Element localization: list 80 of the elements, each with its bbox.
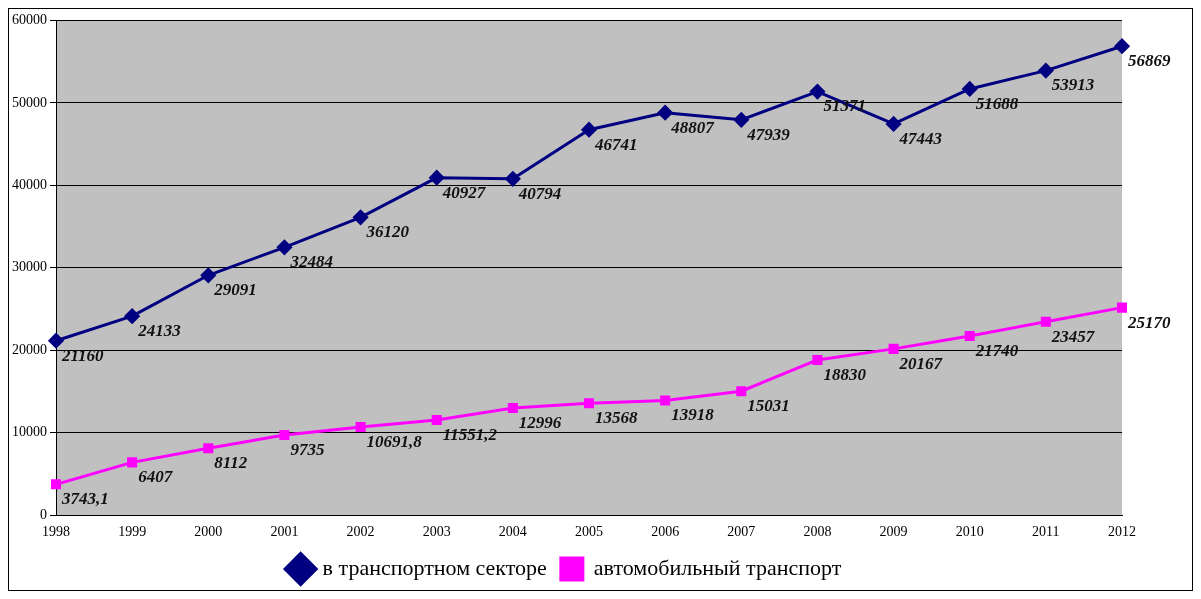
data-label: 8112 xyxy=(214,453,248,473)
data-label: 21160 xyxy=(61,345,105,365)
point xyxy=(276,239,292,255)
data-label: 9735 xyxy=(290,439,325,459)
point xyxy=(1114,38,1130,54)
point xyxy=(355,421,366,433)
point xyxy=(581,122,597,138)
point xyxy=(124,308,140,324)
point xyxy=(812,354,823,365)
data-label: 53913 xyxy=(1051,75,1095,95)
point xyxy=(353,209,369,225)
y-tick-label: 50000 xyxy=(12,94,47,110)
x-tick-label: 2001 xyxy=(270,524,299,540)
point xyxy=(429,170,445,186)
data-label: 40927 xyxy=(441,182,487,202)
point xyxy=(505,171,521,187)
data-label: 29091 xyxy=(213,280,257,300)
point xyxy=(127,457,138,468)
x-tick-label: 2002 xyxy=(346,524,375,540)
point xyxy=(657,105,673,121)
y-tick-label: 10000 xyxy=(12,424,47,440)
x-tick-label: 2008 xyxy=(803,524,832,540)
data-label: 10691,8 xyxy=(366,431,423,451)
y-tick-label: 0 xyxy=(40,506,47,522)
data-label: 32484 xyxy=(289,252,333,272)
point xyxy=(886,116,902,132)
data-label: 25170 xyxy=(1127,312,1171,332)
point xyxy=(583,398,595,409)
x-tick-label: 1999 xyxy=(118,524,147,540)
data-label: 47443 xyxy=(898,128,943,148)
x-tick-label: 2006 xyxy=(651,524,680,540)
point xyxy=(279,429,290,440)
data-label: 47939 xyxy=(746,124,791,144)
point xyxy=(964,330,975,341)
data-label: 3743,1 xyxy=(61,489,109,509)
point xyxy=(888,343,899,354)
point xyxy=(1040,316,1051,327)
data-label: 18830 xyxy=(823,364,867,384)
point xyxy=(962,81,978,97)
legend-label: автомобильный транспорт xyxy=(593,554,842,580)
point xyxy=(660,395,671,406)
data-label: 46741 xyxy=(594,134,638,154)
y-tick-label: 20000 xyxy=(12,341,47,357)
x-tick-label: 2000 xyxy=(194,524,223,540)
data-label: 13918 xyxy=(671,405,715,425)
point xyxy=(203,443,214,454)
data-label: 20167 xyxy=(898,353,944,373)
point xyxy=(809,84,825,100)
data-label: 48807 xyxy=(670,117,716,137)
x-tick-label: 2009 xyxy=(879,524,908,540)
data-label: 24133 xyxy=(137,321,182,341)
data-label: 40794 xyxy=(517,183,562,203)
y-tick-label: 30000 xyxy=(12,259,47,275)
legend-label: в транспортном секторе xyxy=(322,554,547,580)
data-label: 36120 xyxy=(365,222,410,242)
x-tick-label: 2010 xyxy=(955,524,984,540)
x-tick-label: 2012 xyxy=(1108,524,1136,540)
x-tick-label: 2007 xyxy=(727,524,756,540)
x-tick-label: 2011 xyxy=(1032,524,1060,540)
point xyxy=(733,112,749,128)
y-tick-label: 60000 xyxy=(12,12,47,28)
point xyxy=(50,479,62,490)
x-tick-label: 2003 xyxy=(422,524,451,540)
point xyxy=(1038,63,1054,79)
x-tick-label: 2005 xyxy=(575,524,603,540)
point xyxy=(1116,302,1128,313)
data-label: 15031 xyxy=(747,396,790,416)
point xyxy=(507,402,518,414)
data-label: 6407 xyxy=(138,467,174,487)
data-label: 56869 xyxy=(1128,51,1171,71)
data-label: 12996 xyxy=(518,412,562,432)
point xyxy=(736,386,747,397)
data-label: 13568 xyxy=(595,408,638,428)
point xyxy=(431,414,442,425)
x-tick-label: 1998 xyxy=(42,524,70,540)
data-label: 23457 xyxy=(1050,326,1096,346)
x-tick-label: 2004 xyxy=(498,524,527,540)
y-tick-label: 40000 xyxy=(12,177,47,193)
point xyxy=(48,333,64,349)
point xyxy=(200,267,216,283)
